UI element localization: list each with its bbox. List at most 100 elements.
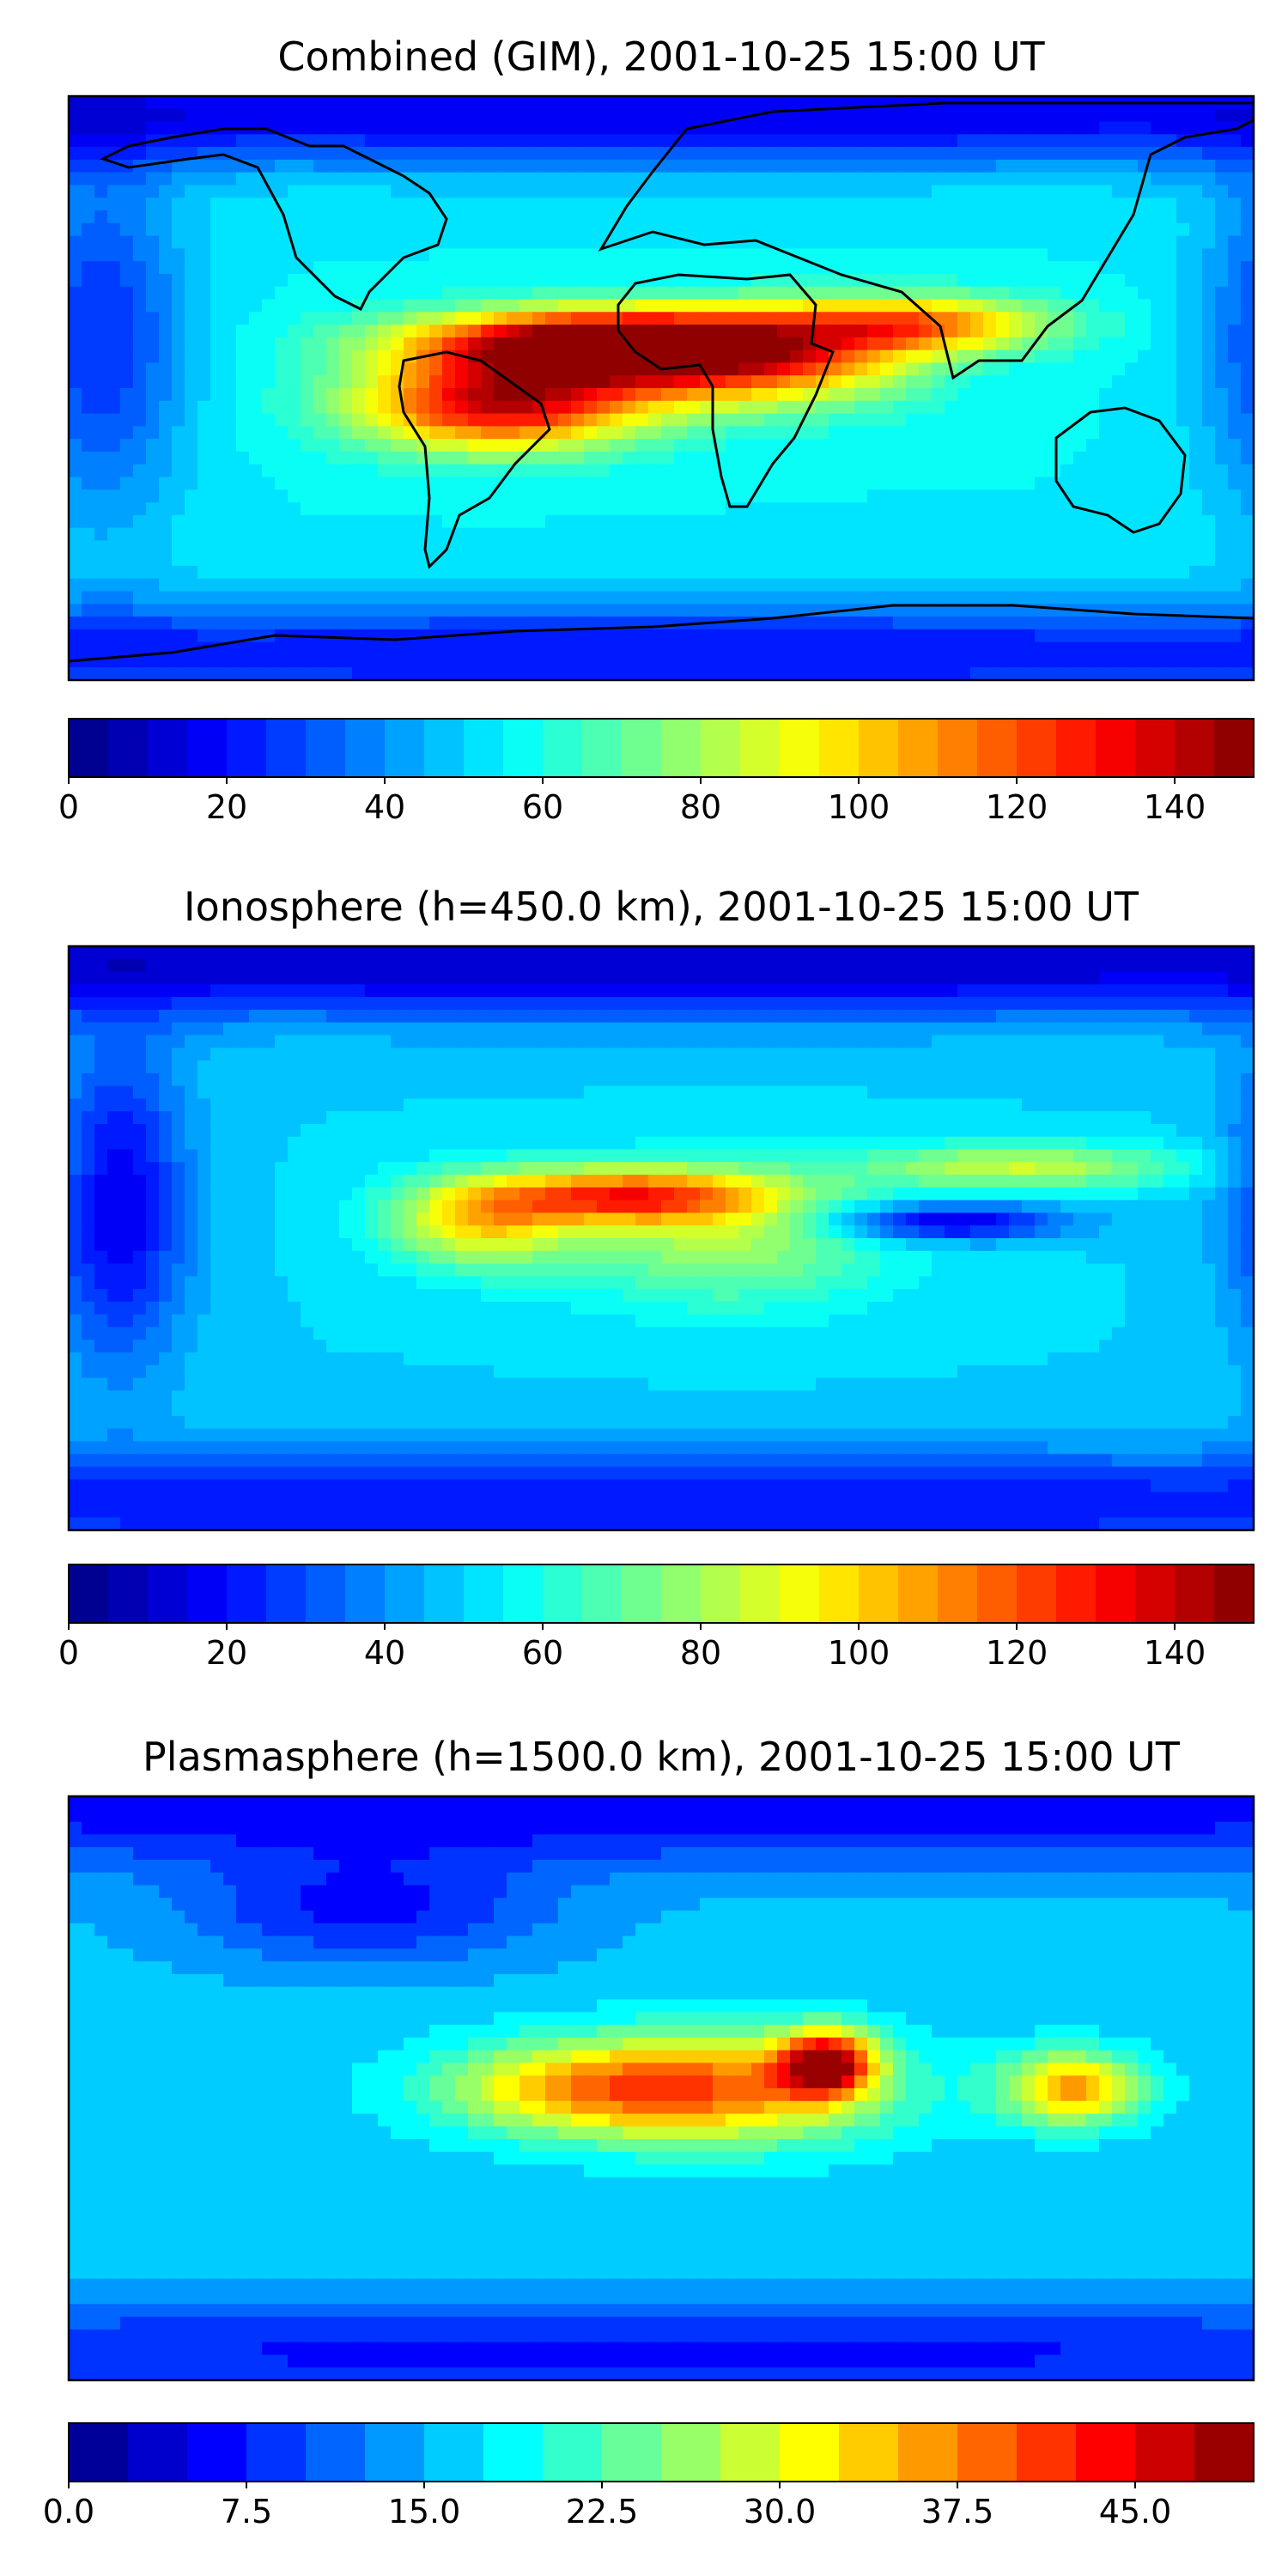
field-cell [249, 261, 263, 275]
field-cell [867, 134, 881, 148]
field-cell [1048, 426, 1061, 440]
field-cell [687, 578, 701, 592]
field-cell [146, 591, 160, 605]
field-cell [1073, 1009, 1087, 1024]
field-cell [429, 121, 443, 136]
field-cell [1241, 312, 1254, 325]
field-cell [326, 261, 340, 275]
field-cell [107, 464, 121, 478]
field-cell [494, 235, 507, 250]
field-cell [1022, 578, 1036, 592]
field-cell [301, 159, 314, 173]
field-cell [159, 502, 173, 516]
field-cell [726, 159, 739, 173]
field-cell [623, 362, 636, 377]
field-cell [1022, 1022, 1036, 1036]
field-cell [120, 502, 134, 516]
field-cell [726, 134, 739, 148]
field-cell [841, 971, 855, 986]
field-cell [906, 147, 920, 161]
field-cell [880, 108, 894, 123]
field-cell [648, 667, 662, 680]
field-cell [455, 565, 469, 580]
field-cell [983, 553, 997, 567]
field-cell [1163, 1022, 1177, 1036]
field-cell [404, 629, 417, 643]
field-cell [455, 426, 469, 440]
field-cell [1241, 464, 1254, 478]
field-cell [236, 617, 250, 630]
field-cell [906, 997, 920, 1011]
field-cell [339, 477, 353, 491]
field-cell [468, 400, 482, 415]
field-cell [661, 413, 675, 428]
field-cell [700, 426, 714, 440]
field-cell [172, 617, 185, 630]
field-cell [597, 1022, 611, 1036]
field-cell [1022, 108, 1036, 123]
field-cell [777, 134, 791, 148]
field-cell [816, 540, 829, 554]
field-cell [288, 477, 301, 491]
field-cell [829, 617, 842, 630]
field-cell [829, 286, 842, 301]
field-cell [545, 185, 559, 199]
field-cell [893, 667, 907, 680]
field-cell [391, 286, 404, 301]
field-cell [558, 971, 572, 986]
field-cell [880, 400, 894, 415]
field-cell [751, 591, 765, 605]
field-cell [945, 971, 958, 986]
field-cell [867, 349, 881, 364]
field-cell [945, 185, 958, 199]
field-cell [288, 946, 301, 960]
field-cell [584, 273, 598, 288]
field-cell [623, 464, 636, 478]
field-cell [352, 426, 366, 440]
field-cell [494, 527, 507, 542]
field-cell [571, 489, 585, 503]
field-cell [507, 248, 520, 262]
field-cell [69, 514, 82, 529]
field-cell [494, 451, 507, 465]
field-cell [1022, 261, 1036, 275]
field-cell [494, 312, 507, 325]
field-cell [210, 946, 224, 960]
field-cell [120, 413, 134, 428]
field-cell [1048, 1009, 1061, 1024]
field-cell [404, 273, 417, 288]
field-cell [751, 604, 765, 617]
field-cell [610, 1022, 623, 1036]
field-cell [107, 540, 121, 554]
field-cell [545, 578, 559, 592]
field-cell [1215, 578, 1229, 592]
field-cell [159, 248, 173, 262]
field-cell [571, 464, 585, 478]
field-cell [210, 502, 224, 516]
field-cell [391, 337, 404, 351]
field-cell [726, 375, 739, 389]
field-cell [1138, 362, 1151, 377]
field-cell [519, 362, 533, 377]
field-cell [468, 641, 482, 656]
field-cell [893, 312, 907, 325]
field-cell [1138, 349, 1151, 364]
field-cell [481, 527, 495, 542]
field-cell [893, 375, 907, 389]
field-cell [468, 464, 482, 478]
field-cell [919, 946, 933, 960]
field-cell [932, 502, 945, 516]
field-cell [1112, 489, 1126, 503]
field-cell [648, 514, 662, 529]
field-cell [197, 997, 211, 1011]
field-cell [1241, 439, 1254, 453]
field-cell [1163, 362, 1177, 377]
field-cell [764, 147, 778, 161]
field-cell [738, 325, 752, 338]
field-cell [1125, 248, 1139, 262]
field-cell [494, 502, 507, 516]
field-cell [687, 210, 701, 224]
colorbar-swatch [740, 719, 781, 777]
colorbar-tick-label: 80 [680, 788, 721, 826]
field-cell [404, 362, 417, 377]
